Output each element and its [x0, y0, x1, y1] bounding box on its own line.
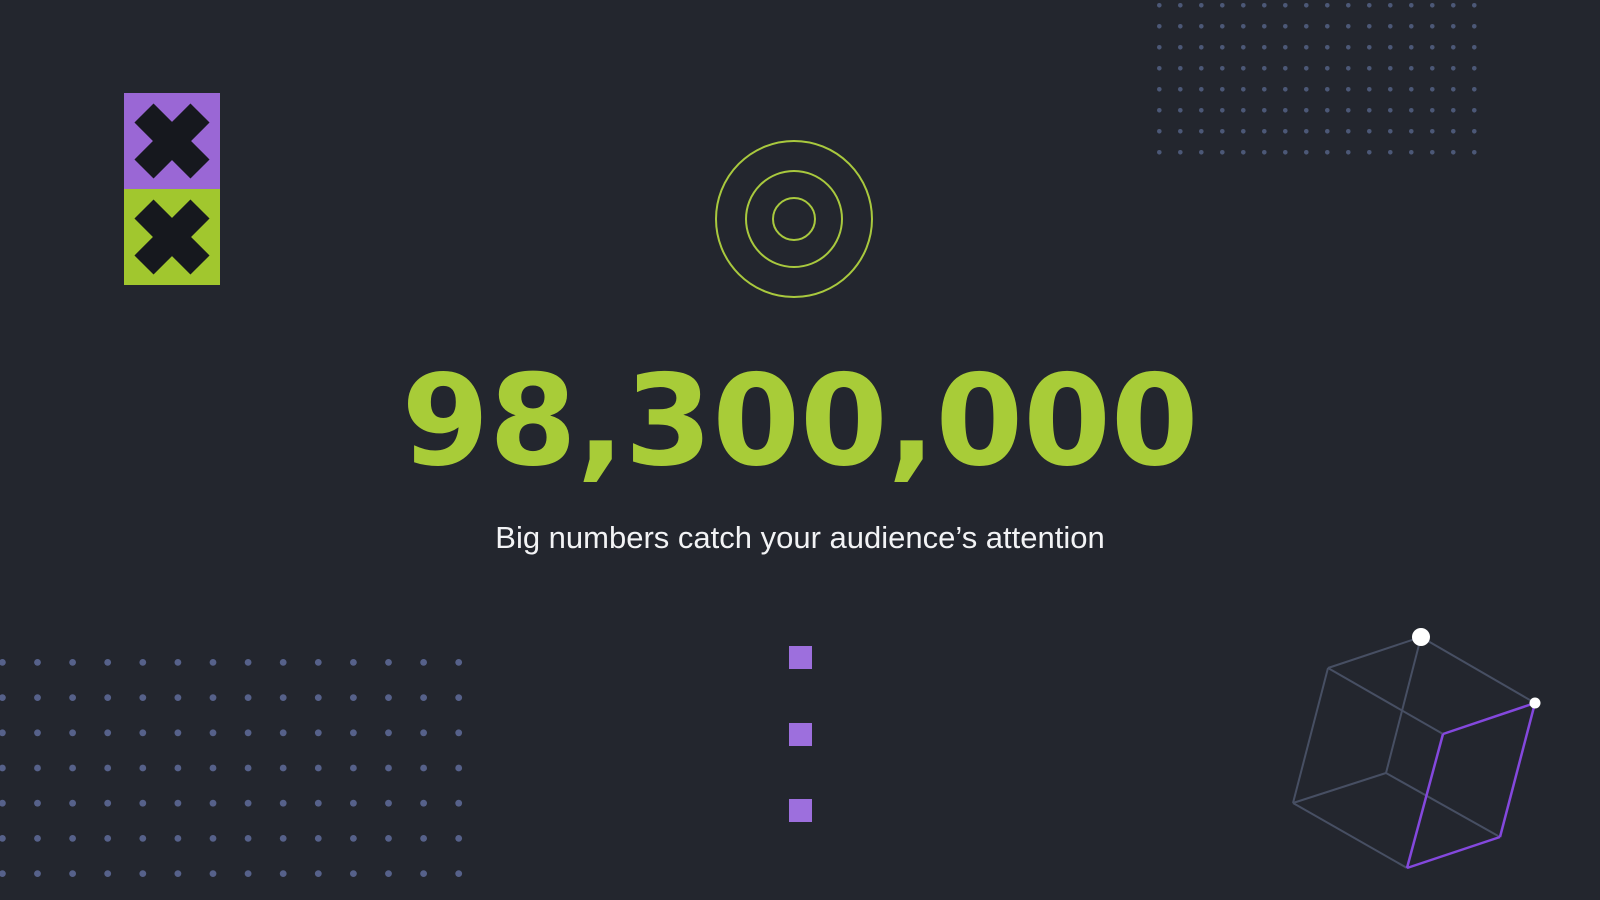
concentric-circles-icon [715, 140, 873, 298]
headline-number: 98,300,000 [401, 347, 1199, 494]
purple-x-square [124, 93, 220, 189]
accent-square [789, 646, 812, 669]
cube-vertex-dot [1529, 697, 1541, 709]
dot-grid-top-right [1156, 2, 1477, 155]
cross-squares-decoration [124, 93, 220, 285]
caption-text: Big numbers catch your audience’s attent… [495, 520, 1105, 555]
cube-vertex-dot [1412, 628, 1430, 646]
x-mark-icon [134, 103, 210, 179]
dot-grid-bottom-left [0, 658, 462, 877]
accent-square [789, 799, 812, 822]
green-x-square [124, 189, 220, 285]
accent-square [789, 723, 812, 746]
x-mark-icon [134, 199, 210, 275]
